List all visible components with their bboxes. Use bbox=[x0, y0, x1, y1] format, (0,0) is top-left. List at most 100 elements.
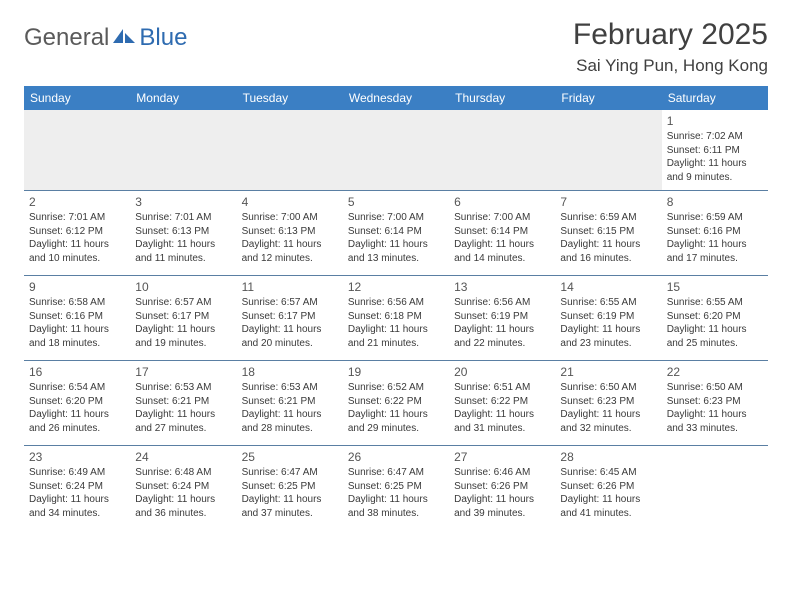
calendar-day-cell: 12Sunrise: 6:56 AMSunset: 6:18 PMDayligh… bbox=[343, 276, 449, 361]
sunset-text: Sunset: 6:22 PM bbox=[348, 395, 444, 409]
day-number: 15 bbox=[667, 279, 763, 295]
sunrise-text: Sunrise: 6:47 AM bbox=[242, 466, 338, 480]
sunrise-text: Sunrise: 7:01 AM bbox=[29, 211, 125, 225]
sunrise-text: Sunrise: 7:02 AM bbox=[667, 130, 763, 144]
weekday-header: Saturday bbox=[662, 86, 768, 110]
daylight-text: Daylight: 11 hours and 29 minutes. bbox=[348, 408, 444, 435]
sunrise-text: Sunrise: 6:56 AM bbox=[454, 296, 550, 310]
sunset-text: Sunset: 6:18 PM bbox=[348, 310, 444, 324]
daylight-text: Daylight: 11 hours and 12 minutes. bbox=[242, 238, 338, 265]
sunrise-text: Sunrise: 6:51 AM bbox=[454, 381, 550, 395]
calendar-empty-cell bbox=[449, 110, 555, 191]
day-number: 14 bbox=[560, 279, 656, 295]
calendar-empty-cell bbox=[555, 110, 661, 191]
page-header: General Blue February 2025 Sai Ying Pun,… bbox=[24, 18, 768, 76]
daylight-text: Daylight: 11 hours and 19 minutes. bbox=[135, 323, 231, 350]
sunset-text: Sunset: 6:25 PM bbox=[348, 480, 444, 494]
daylight-text: Daylight: 11 hours and 38 minutes. bbox=[348, 493, 444, 520]
daylight-text: Daylight: 11 hours and 34 minutes. bbox=[29, 493, 125, 520]
sunset-text: Sunset: 6:24 PM bbox=[29, 480, 125, 494]
calendar-day-cell: 27Sunrise: 6:46 AMSunset: 6:26 PMDayligh… bbox=[449, 446, 555, 531]
day-number: 12 bbox=[348, 279, 444, 295]
calendar-day-cell: 3Sunrise: 7:01 AMSunset: 6:13 PMDaylight… bbox=[130, 191, 236, 276]
sunrise-text: Sunrise: 6:50 AM bbox=[560, 381, 656, 395]
weekday-header: Friday bbox=[555, 86, 661, 110]
calendar-page: General Blue February 2025 Sai Ying Pun,… bbox=[0, 0, 792, 541]
sunrise-text: Sunrise: 6:48 AM bbox=[135, 466, 231, 480]
calendar-day-cell: 20Sunrise: 6:51 AMSunset: 6:22 PMDayligh… bbox=[449, 361, 555, 446]
day-number: 7 bbox=[560, 194, 656, 210]
sunset-text: Sunset: 6:17 PM bbox=[242, 310, 338, 324]
calendar-day-cell: 24Sunrise: 6:48 AMSunset: 6:24 PMDayligh… bbox=[130, 446, 236, 531]
calendar-day-cell: 7Sunrise: 6:59 AMSunset: 6:15 PMDaylight… bbox=[555, 191, 661, 276]
sunset-text: Sunset: 6:23 PM bbox=[667, 395, 763, 409]
daylight-text: Daylight: 11 hours and 20 minutes. bbox=[242, 323, 338, 350]
calendar-day-cell: 8Sunrise: 6:59 AMSunset: 6:16 PMDaylight… bbox=[662, 191, 768, 276]
calendar-day-cell: 4Sunrise: 7:00 AMSunset: 6:13 PMDaylight… bbox=[237, 191, 343, 276]
calendar-day-cell: 9Sunrise: 6:58 AMSunset: 6:16 PMDaylight… bbox=[24, 276, 130, 361]
calendar-day-cell: 23Sunrise: 6:49 AMSunset: 6:24 PMDayligh… bbox=[24, 446, 130, 531]
weekday-header: Sunday bbox=[24, 86, 130, 110]
sunset-text: Sunset: 6:11 PM bbox=[667, 144, 763, 158]
calendar-day-cell: 25Sunrise: 6:47 AMSunset: 6:25 PMDayligh… bbox=[237, 446, 343, 531]
calendar-week-row: 16Sunrise: 6:54 AMSunset: 6:20 PMDayligh… bbox=[24, 361, 768, 446]
day-number: 5 bbox=[348, 194, 444, 210]
day-number: 10 bbox=[135, 279, 231, 295]
day-number: 4 bbox=[242, 194, 338, 210]
calendar-day-cell: 26Sunrise: 6:47 AMSunset: 6:25 PMDayligh… bbox=[343, 446, 449, 531]
sunset-text: Sunset: 6:25 PM bbox=[242, 480, 338, 494]
day-number: 3 bbox=[135, 194, 231, 210]
daylight-text: Daylight: 11 hours and 33 minutes. bbox=[667, 408, 763, 435]
daylight-text: Daylight: 11 hours and 10 minutes. bbox=[29, 238, 125, 265]
daylight-text: Daylight: 11 hours and 39 minutes. bbox=[454, 493, 550, 520]
calendar-empty-cell bbox=[343, 110, 449, 191]
day-number: 21 bbox=[560, 364, 656, 380]
location-text: Sai Ying Pun, Hong Kong bbox=[573, 56, 768, 76]
day-number: 27 bbox=[454, 449, 550, 465]
brand-part2: Blue bbox=[139, 24, 187, 52]
sunrise-text: Sunrise: 6:53 AM bbox=[135, 381, 231, 395]
calendar-day-cell: 5Sunrise: 7:00 AMSunset: 6:14 PMDaylight… bbox=[343, 191, 449, 276]
daylight-text: Daylight: 11 hours and 18 minutes. bbox=[29, 323, 125, 350]
sunrise-text: Sunrise: 6:46 AM bbox=[454, 466, 550, 480]
calendar-day-cell: 22Sunrise: 6:50 AMSunset: 6:23 PMDayligh… bbox=[662, 361, 768, 446]
sunset-text: Sunset: 6:12 PM bbox=[29, 225, 125, 239]
day-number: 22 bbox=[667, 364, 763, 380]
daylight-text: Daylight: 11 hours and 31 minutes. bbox=[454, 408, 550, 435]
daylight-text: Daylight: 11 hours and 41 minutes. bbox=[560, 493, 656, 520]
calendar-day-cell: 17Sunrise: 6:53 AMSunset: 6:21 PMDayligh… bbox=[130, 361, 236, 446]
sunset-text: Sunset: 6:26 PM bbox=[560, 480, 656, 494]
calendar-empty-cell bbox=[24, 110, 130, 191]
calendar-day-cell: 11Sunrise: 6:57 AMSunset: 6:17 PMDayligh… bbox=[237, 276, 343, 361]
calendar-day-cell: 13Sunrise: 6:56 AMSunset: 6:19 PMDayligh… bbox=[449, 276, 555, 361]
sunrise-text: Sunrise: 7:01 AM bbox=[135, 211, 231, 225]
daylight-text: Daylight: 11 hours and 16 minutes. bbox=[560, 238, 656, 265]
calendar-empty-cell bbox=[662, 446, 768, 531]
day-number: 9 bbox=[29, 279, 125, 295]
day-number: 23 bbox=[29, 449, 125, 465]
calendar-week-row: 23Sunrise: 6:49 AMSunset: 6:24 PMDayligh… bbox=[24, 446, 768, 531]
day-number: 24 bbox=[135, 449, 231, 465]
calendar-day-cell: 21Sunrise: 6:50 AMSunset: 6:23 PMDayligh… bbox=[555, 361, 661, 446]
sunrise-text: Sunrise: 6:49 AM bbox=[29, 466, 125, 480]
sunset-text: Sunset: 6:20 PM bbox=[667, 310, 763, 324]
daylight-text: Daylight: 11 hours and 17 minutes. bbox=[667, 238, 763, 265]
sunrise-text: Sunrise: 6:53 AM bbox=[242, 381, 338, 395]
sunset-text: Sunset: 6:13 PM bbox=[135, 225, 231, 239]
weekday-header: Thursday bbox=[449, 86, 555, 110]
sunrise-text: Sunrise: 6:52 AM bbox=[348, 381, 444, 395]
day-number: 25 bbox=[242, 449, 338, 465]
sail-icon bbox=[111, 24, 137, 52]
daylight-text: Daylight: 11 hours and 26 minutes. bbox=[29, 408, 125, 435]
calendar-day-cell: 16Sunrise: 6:54 AMSunset: 6:20 PMDayligh… bbox=[24, 361, 130, 446]
calendar-day-cell: 10Sunrise: 6:57 AMSunset: 6:17 PMDayligh… bbox=[130, 276, 236, 361]
brand-logo: General Blue bbox=[24, 18, 187, 52]
day-number: 2 bbox=[29, 194, 125, 210]
daylight-text: Daylight: 11 hours and 13 minutes. bbox=[348, 238, 444, 265]
calendar-day-cell: 2Sunrise: 7:01 AMSunset: 6:12 PMDaylight… bbox=[24, 191, 130, 276]
calendar-day-cell: 28Sunrise: 6:45 AMSunset: 6:26 PMDayligh… bbox=[555, 446, 661, 531]
sunrise-text: Sunrise: 6:57 AM bbox=[242, 296, 338, 310]
daylight-text: Daylight: 11 hours and 36 minutes. bbox=[135, 493, 231, 520]
sunset-text: Sunset: 6:19 PM bbox=[560, 310, 656, 324]
calendar-empty-cell bbox=[237, 110, 343, 191]
